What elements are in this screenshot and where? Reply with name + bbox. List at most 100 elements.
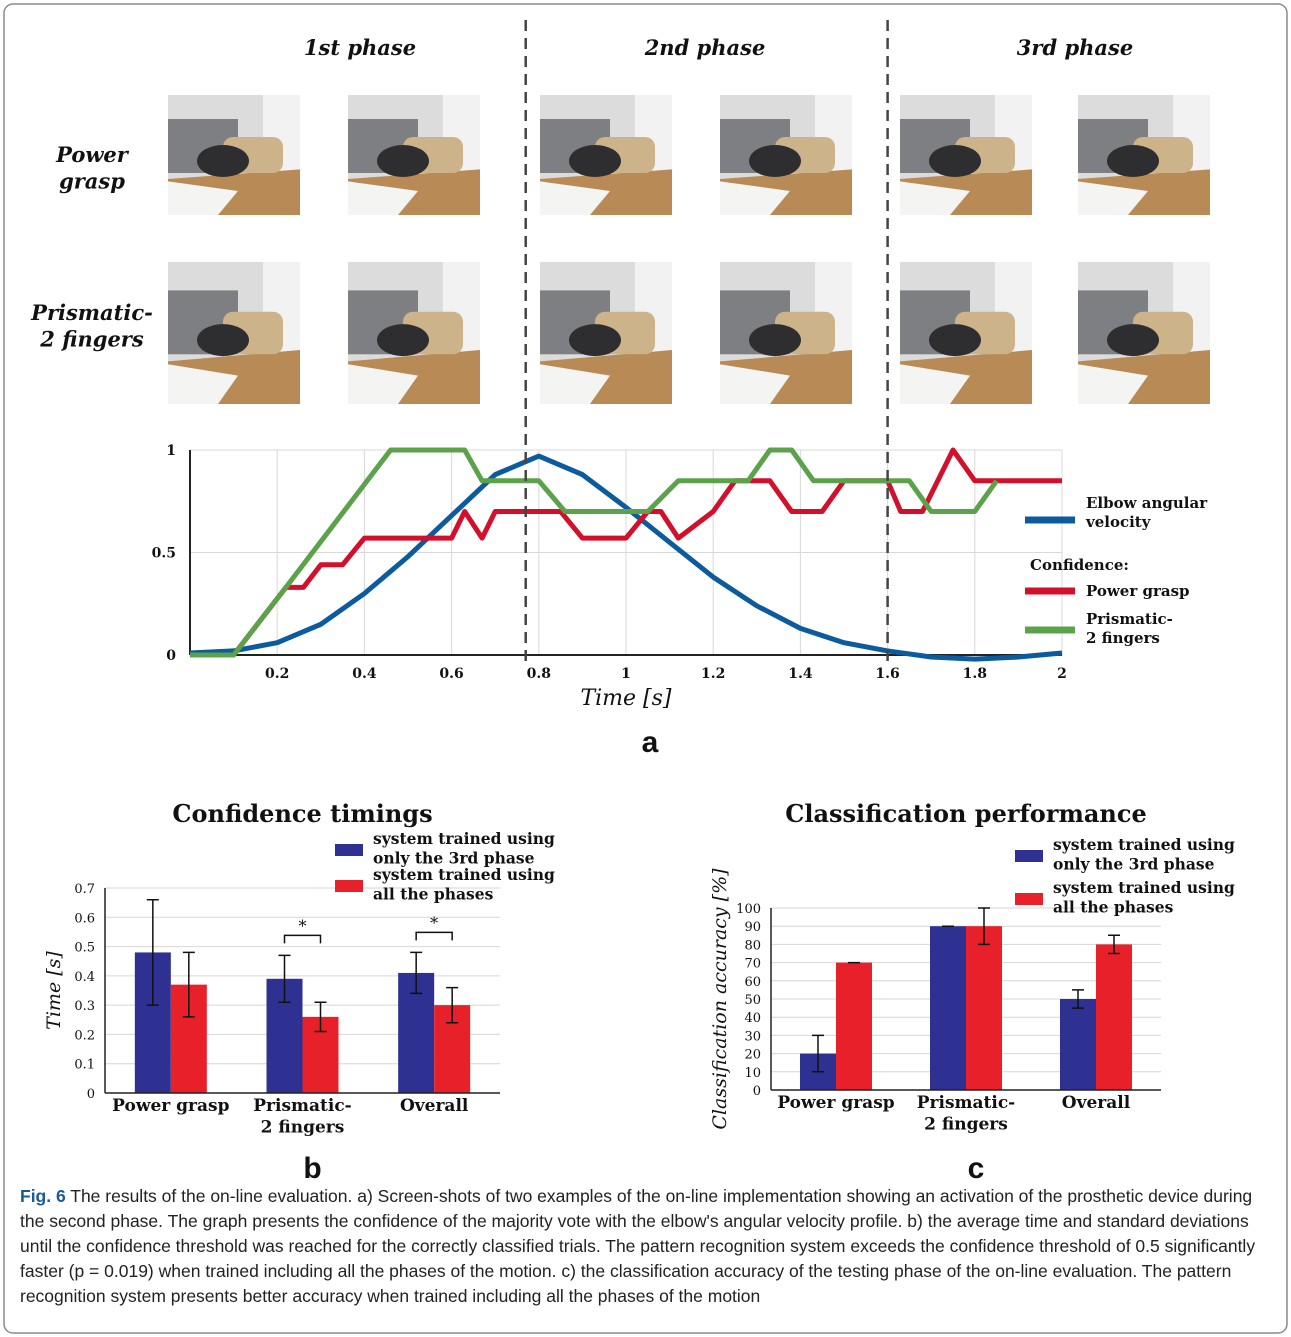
x-tick-label: 1 <box>621 666 631 682</box>
legend-label: Power grasp <box>1086 582 1190 600</box>
x-tick-label: Overall <box>1062 1093 1131 1113</box>
photo <box>540 95 672 215</box>
panel-label: c <box>968 1152 985 1185</box>
bar <box>836 963 872 1090</box>
y-axis-label: Classification accuracy [%] <box>709 868 731 1130</box>
legend-heading: Confidence: <box>1030 556 1129 574</box>
photo <box>348 95 480 215</box>
phase-label: 1st phase <box>304 35 416 60</box>
photo-hand <box>749 145 801 177</box>
y-tick-label: 0.5 <box>152 546 176 562</box>
photo <box>900 95 1032 215</box>
y-tick-label: 20 <box>744 1048 761 1063</box>
x-tick-label: Overall <box>400 1096 469 1116</box>
figure-canvas: 1st phase 2nd phase 3rd phase Powergrasp… <box>0 0 1291 1337</box>
y-tick-label: 50 <box>744 993 761 1008</box>
photo <box>720 262 852 404</box>
phase-label: 3rd phase <box>1017 35 1133 60</box>
photo-hand <box>377 324 429 356</box>
caption: Fig. 6 The results of the on-line evalua… <box>20 1184 1272 1309</box>
x-tick-label: 2 <box>1057 666 1067 682</box>
photo <box>540 262 672 404</box>
y-tick-label: 90 <box>744 920 761 935</box>
y-tick-label: 0.6 <box>74 911 95 926</box>
bar <box>930 926 966 1090</box>
x-tick-label: 0.2 <box>265 666 289 682</box>
y-tick-label: 1 <box>166 443 176 459</box>
photo <box>348 262 480 404</box>
photo <box>1078 262 1210 404</box>
panel-label: b <box>303 1152 321 1185</box>
significance-label: * <box>430 913 438 932</box>
y-tick-label: 100 <box>736 902 761 917</box>
x-tick-label: Prismatic-2 fingers <box>253 1096 352 1137</box>
caption-label: Fig. 6 <box>20 1186 66 1206</box>
legend-label: Prismatic-2 fingers <box>1086 610 1173 647</box>
y-tick-label: 70 <box>744 957 761 972</box>
photo-hand <box>929 324 981 356</box>
legend-label: system trained usingall the phases <box>373 865 555 903</box>
photo-hand <box>1107 324 1159 356</box>
x-axis-label: Time [s] <box>580 686 671 711</box>
photo-hand <box>197 145 249 177</box>
photo <box>720 95 852 215</box>
significance-bracket <box>416 932 452 940</box>
x-tick-label: 1.8 <box>963 666 987 682</box>
photo-hand <box>197 324 249 356</box>
y-tick-label: 0.1 <box>74 1058 95 1073</box>
y-tick-label: 30 <box>744 1029 761 1044</box>
x-tick-label: 1.2 <box>701 666 725 682</box>
photo <box>168 262 300 404</box>
caption-text: The results of the on-line evaluation. a… <box>20 1186 1255 1306</box>
y-tick-label: 0.3 <box>74 999 95 1014</box>
x-tick-label: 1.4 <box>788 666 813 682</box>
x-tick-label: 0.4 <box>352 666 377 682</box>
y-axis-label: Time [s] <box>43 951 65 1030</box>
panel-label: a <box>642 726 659 759</box>
y-tick-label: 0 <box>753 1084 761 1099</box>
bar <box>966 926 1002 1090</box>
x-tick-label: Power grasp <box>777 1093 894 1113</box>
bar <box>1096 944 1132 1090</box>
legend-swatch <box>1015 893 1043 905</box>
y-tick-label: 0 <box>87 1087 95 1102</box>
y-tick-label: 60 <box>744 975 761 990</box>
y-tick-label: 0.4 <box>74 970 95 985</box>
y-tick-label: 0.2 <box>74 1028 95 1043</box>
x-tick-label: Prismatic-2 fingers <box>917 1093 1016 1134</box>
photo-hand <box>377 145 429 177</box>
y-tick-label: 0 <box>166 648 176 664</box>
photo-hand <box>569 324 621 356</box>
row-label: Prismatic-2 fingers <box>30 300 153 351</box>
chart-title: Confidence timings <box>172 799 432 828</box>
legend-swatch <box>335 844 363 856</box>
significance-label: * <box>299 916 307 935</box>
photo-hand <box>749 324 801 356</box>
y-tick-label: 0.5 <box>74 941 95 956</box>
y-tick-label: 40 <box>744 1011 761 1026</box>
photo-hand <box>1107 145 1159 177</box>
x-tick-label: 0.6 <box>439 666 463 682</box>
bar <box>1060 999 1096 1090</box>
phase-label: 2nd phase <box>644 35 766 60</box>
photo-hand <box>569 145 621 177</box>
significance-bracket <box>285 935 321 943</box>
photo <box>900 262 1032 404</box>
chart-title: Classification performance <box>785 799 1147 828</box>
x-tick-label: 1.6 <box>875 666 899 682</box>
legend-swatch <box>335 880 363 892</box>
photo-hand <box>929 145 981 177</box>
photo <box>1078 95 1210 215</box>
legend-swatch <box>1015 850 1043 862</box>
photo <box>168 95 300 215</box>
x-tick-label: 0.8 <box>527 666 551 682</box>
y-tick-label: 10 <box>744 1066 761 1081</box>
y-tick-label: 80 <box>744 938 761 953</box>
x-tick-label: Power grasp <box>112 1096 229 1116</box>
y-tick-label: 0.7 <box>74 882 95 897</box>
